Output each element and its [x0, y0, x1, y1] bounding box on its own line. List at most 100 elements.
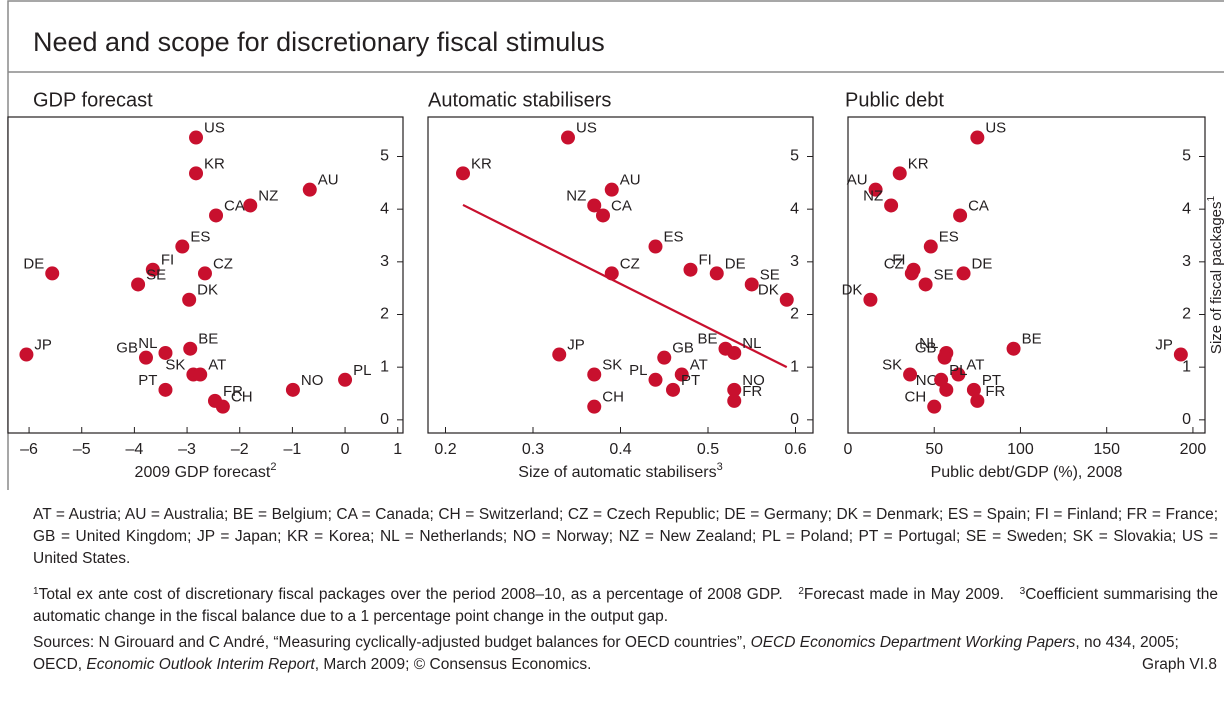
point	[587, 367, 602, 382]
point-label: ES	[939, 229, 959, 246]
x-tick-label: –1	[284, 441, 302, 458]
point-label: NO	[742, 372, 765, 389]
x-tick-label: –4	[126, 441, 144, 458]
plot-area	[847, 116, 1206, 434]
x-tick-label: –2	[231, 441, 249, 458]
point	[596, 208, 610, 223]
point	[863, 292, 878, 307]
point-label: AU	[620, 172, 641, 189]
point-label: US	[576, 120, 597, 137]
point	[966, 382, 981, 397]
point-label: GB	[915, 340, 937, 357]
footnote-mark: 1	[33, 586, 39, 597]
point-label: DE	[23, 255, 44, 272]
point-label: CZ	[620, 255, 640, 272]
point-label: CA	[968, 197, 989, 214]
source-text: , no 434, 2005; OECD,	[33, 634, 1179, 673]
point-label: FI	[699, 252, 712, 269]
point-label: NL	[742, 335, 761, 352]
point-label: SE	[934, 266, 954, 283]
point	[674, 367, 689, 382]
point	[189, 130, 204, 145]
point-label: NZ	[258, 187, 278, 204]
point-label: ES	[664, 229, 684, 246]
y-tick-label: 2	[1182, 306, 1191, 323]
point	[892, 166, 907, 181]
y-tick-label: 3	[790, 253, 799, 270]
y-tick-label: 5	[1182, 148, 1191, 165]
point-label: AU	[318, 172, 339, 189]
y-axis-label-text: Size of fiscal packages	[1208, 201, 1225, 354]
point-label: PL	[629, 362, 647, 379]
y-tick-label: 0	[790, 411, 799, 428]
point	[285, 382, 300, 397]
point	[552, 347, 567, 362]
point-label: NL	[138, 335, 157, 352]
point	[193, 367, 208, 382]
point-label: PT	[681, 372, 700, 389]
point	[189, 166, 204, 181]
point-label: CH	[231, 389, 253, 406]
chart-area: Need and scope for discretionary fiscal …	[7, 0, 1225, 490]
point	[215, 399, 230, 414]
y-tick-label: 0	[380, 411, 389, 428]
point	[1173, 347, 1188, 362]
point-label: FR	[223, 383, 243, 400]
main-title: Need and scope for discretionary fiscal …	[33, 27, 605, 57]
sources: Sources: N Girouard and C André, “Measur…	[33, 632, 1218, 676]
y-tick-label: 4	[1182, 200, 1191, 217]
point-label: AT	[690, 357, 708, 374]
fit-line	[462, 203, 788, 369]
point	[45, 266, 60, 281]
point	[158, 345, 173, 360]
point	[718, 341, 733, 356]
source-title: OECD Economics Department Working Papers	[750, 634, 1076, 651]
point	[1006, 341, 1021, 356]
footnote: Coefficient summarising the automatic ch…	[33, 586, 1219, 625]
point	[338, 372, 353, 387]
point	[648, 372, 663, 387]
y-axis-label: Size of fiscal packages1	[1206, 195, 1225, 354]
point	[918, 277, 933, 292]
point	[19, 347, 34, 362]
point	[904, 266, 919, 281]
panel-title: Public debt	[845, 89, 944, 111]
point	[951, 367, 966, 382]
x-tick-label: 150	[1093, 441, 1120, 458]
x-tick-label: –6	[20, 441, 38, 458]
point-label: BE	[1022, 331, 1042, 348]
y-tick-label: 2	[790, 306, 799, 323]
point	[561, 130, 575, 145]
x-tick-label: 200	[1180, 441, 1207, 458]
point	[970, 130, 985, 145]
point	[934, 372, 949, 387]
point-label: FR	[985, 383, 1005, 400]
point	[197, 266, 212, 281]
point-label: SE	[146, 266, 166, 283]
point	[657, 350, 672, 365]
point-label: BE	[198, 331, 218, 348]
point-label: CA	[611, 197, 632, 214]
x-tick-label: –5	[73, 441, 91, 458]
point	[138, 350, 153, 365]
x-tick-label: 0	[341, 441, 350, 458]
point	[937, 350, 952, 365]
x-axis-label: 2009 GDP forecast2	[135, 461, 277, 481]
point-label: CZ	[884, 255, 904, 272]
point	[779, 292, 794, 307]
x-tick-label: 1	[393, 441, 402, 458]
point-label: KR	[908, 155, 929, 172]
x-tick-label: 0.2	[434, 441, 456, 458]
footnote-mark: 2	[798, 586, 804, 597]
y-tick-label: 5	[790, 148, 799, 165]
point-label: PT	[138, 372, 157, 389]
point	[456, 166, 470, 181]
footnote: Total ex ante cost of discretionary fisc…	[38, 586, 783, 603]
x-tick-label: 0.6	[784, 441, 806, 458]
y-tick-label: 5	[380, 148, 389, 165]
footnote-mark: 3	[1019, 586, 1026, 597]
point-label: DK	[842, 282, 863, 299]
point	[868, 182, 883, 197]
point	[587, 198, 602, 213]
